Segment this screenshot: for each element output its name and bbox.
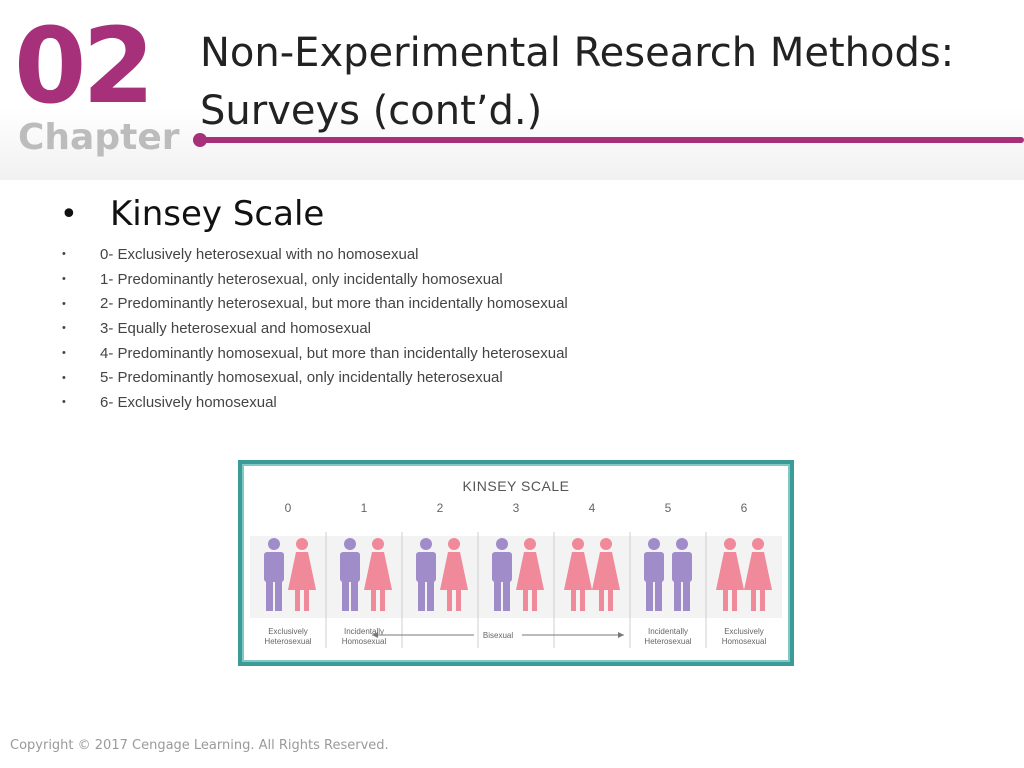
list-item-text: 2- Predominantly heterosexual, but more … xyxy=(100,295,568,313)
figure-inner: KINSEY SCALE 0 1 2 3 4 5 6 Exclusively Heterosex… xyxy=(242,464,790,662)
slide-title-line-1: Non-Experimental Research Methods: xyxy=(200,30,955,76)
female-figure-icon xyxy=(744,538,772,611)
arrow-left-icon xyxy=(372,632,378,638)
scale-value-label: 3 xyxy=(513,501,520,515)
label-incidentally-heterosexual: Heterosexual xyxy=(644,637,691,646)
chapter-number: 02 xyxy=(14,5,155,127)
main-bullet: • Kinsey Scale xyxy=(60,190,324,238)
scale-value-label: 6 xyxy=(741,501,748,515)
list-item-text: 4- Predominantly homosexual, but more th… xyxy=(100,344,568,362)
scale-value-label: 0 xyxy=(285,501,292,515)
bullet-dot-icon: • xyxy=(62,371,66,384)
list-item: • 6- Exclusively homosexual xyxy=(60,390,760,415)
male-figure-icon xyxy=(340,538,360,611)
bullet-dot-icon: • xyxy=(62,347,66,360)
figure-illustration: 0 1 2 3 4 5 6ExclusivelyHeterosexualIncidental… xyxy=(250,501,782,648)
male-figure-icon xyxy=(644,538,664,611)
male-figure-icon xyxy=(264,538,284,611)
copyright: Copyright © 2017 Cengage Learning. All R… xyxy=(10,738,389,753)
arrow-right-icon xyxy=(618,632,624,638)
male-figure-icon xyxy=(416,538,436,611)
header-band xyxy=(0,0,1024,180)
list-item-text: 6- Exclusively homosexual xyxy=(100,393,277,411)
list-item-text: 1- Predominantly heterosexual, only inci… xyxy=(100,270,503,288)
title-rule-dot xyxy=(193,133,207,147)
list-item-text: 5- Predominantly homosexual, only incide… xyxy=(100,369,503,387)
bullet-dot-icon: • xyxy=(62,273,66,286)
label-exclusively-homosexual: Homosexual xyxy=(722,637,767,646)
scale-value-label: 4 xyxy=(589,501,596,515)
female-figure-icon xyxy=(592,538,620,611)
scale-value-label: 2 xyxy=(437,501,444,515)
main-bullet-text: Kinsey Scale xyxy=(110,194,325,234)
list-item: • 0- Exclusively heterosexual with no hom… xyxy=(60,242,760,267)
female-figure-icon xyxy=(564,538,592,611)
list-item: • 5- Predominantly homosexual, only incid… xyxy=(60,365,760,390)
chapter-word: Chapter xyxy=(18,117,180,158)
list-item-text: 3- Equally heterosexual and homosexual xyxy=(100,319,372,337)
male-figure-icon xyxy=(672,538,692,611)
slide-title: Non-Experimental Research Methods: Surve… xyxy=(200,24,1010,140)
chapter-logo: 02 Chapter xyxy=(14,14,180,162)
scale-value-label: 5 xyxy=(665,501,672,515)
label-exclusively-heterosexual: Exclusively xyxy=(268,627,308,636)
label-incidentally-homosexual: Incidentally xyxy=(344,627,384,636)
bullet-dot-icon: • xyxy=(62,322,66,335)
figure-title: KINSEY SCALE xyxy=(462,478,570,494)
label-bisexual: Bisexual xyxy=(483,631,513,640)
female-figure-icon xyxy=(440,538,468,611)
list-item: • 3- Equally heterosexual and homosexual xyxy=(60,316,760,341)
scale-list: • 0- Exclusively heterosexual with no hom… xyxy=(60,242,760,415)
figure-panel xyxy=(250,536,782,618)
list-item: • 2- Predominantly heterosexual, but more… xyxy=(60,291,760,316)
female-figure-icon xyxy=(716,538,744,611)
bullet-dot-icon: • xyxy=(62,396,66,409)
label-incidentally-homosexual: Homosexual xyxy=(342,637,387,646)
bullet-dot-icon: • xyxy=(60,196,78,232)
list-item-text: 0- Exclusively heterosexual with no homo… xyxy=(100,245,419,263)
female-figure-icon xyxy=(364,538,392,611)
list-item: • 1- Predominantly heterosexual, only inc… xyxy=(60,267,760,292)
bullet-dot-icon: • xyxy=(62,248,66,261)
scale-value-label: 1 xyxy=(361,501,368,515)
male-figure-icon xyxy=(492,538,512,611)
title-rule xyxy=(200,137,1024,143)
slide-title-line-2: Surveys (cont’d.) xyxy=(200,88,543,134)
female-figure-icon xyxy=(516,538,544,611)
female-figure-icon xyxy=(288,538,316,611)
bullet-dot-icon: • xyxy=(62,297,66,310)
kinsey-scale-figure: KINSEY SCALE 0 1 2 3 4 5 6 Exclusively Heterosex… xyxy=(238,460,794,666)
list-item: • 4- Predominantly homosexual, but more t… xyxy=(60,341,760,366)
label-exclusively-heterosexual: Heterosexual xyxy=(264,637,311,646)
label-incidentally-heterosexual: Incidentally xyxy=(648,627,688,636)
label-exclusively-homosexual: Exclusively xyxy=(724,627,764,636)
